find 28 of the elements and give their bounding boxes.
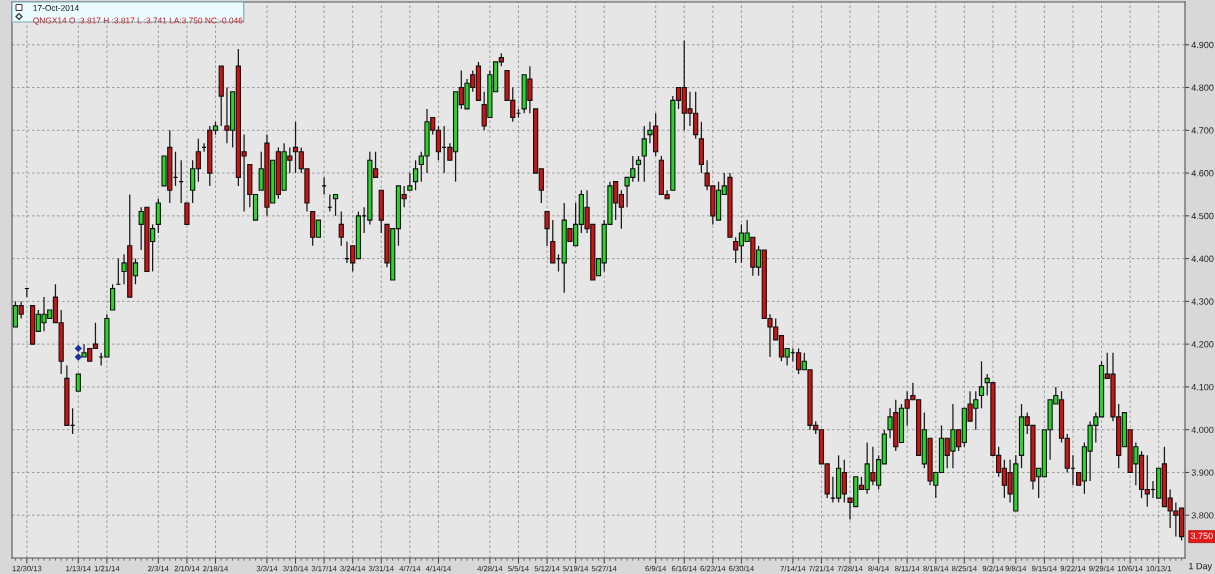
y-tick-label: 4.100 (1191, 383, 1214, 391)
y-tick-label: 4.200 (1191, 341, 1214, 348)
candlestick (332, 193, 339, 217)
candlestick (412, 159, 419, 191)
candlestick (635, 155, 642, 183)
y-tick-label: 4.500 (1191, 212, 1214, 220)
y-tick-label: 4.400 (1191, 255, 1214, 262)
candlestick (155, 198, 161, 234)
y-tick-label: 4.700 (1191, 127, 1214, 134)
candlestick (641, 125, 647, 183)
candlestick (550, 219, 556, 264)
candlestick (338, 210, 344, 247)
candlestick (184, 202, 190, 225)
candlestick (407, 172, 413, 191)
text: 3.750 (1190, 532, 1213, 540)
x-axis-title: 1 Day (1189, 562, 1212, 571)
y-tick-label: 4.300 (1191, 298, 1214, 305)
y-tick-label: 3.800 (1191, 512, 1214, 519)
annotation: 17-Oct-2014 (33, 5, 79, 11)
y-tick-label: 4.900 (1191, 41, 1214, 49)
candlestick (978, 360, 985, 409)
y-tick-label: 3.900 (1191, 469, 1214, 476)
annotation: QNGX14 O :3.817 H :3.817 L :3.741 LA:3.750 NC:-0.046 (33, 17, 243, 25)
y-tick-label: 4.600 (1191, 170, 1214, 177)
candlestick (544, 210, 550, 247)
candlestick (109, 283, 116, 311)
y-tick-label: 4.000 (1191, 426, 1214, 434)
y-tick-label: 4.800 (1191, 84, 1214, 91)
